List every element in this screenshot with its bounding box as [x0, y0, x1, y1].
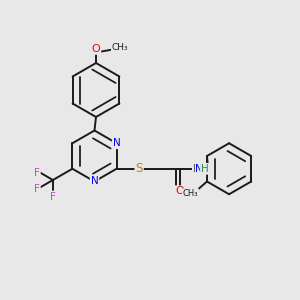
Text: F: F: [34, 184, 40, 194]
Text: H: H: [201, 164, 208, 174]
Text: O: O: [92, 44, 100, 54]
Text: O: O: [175, 186, 184, 196]
Text: N: N: [195, 164, 203, 174]
Text: S: S: [135, 162, 143, 175]
Text: N: N: [91, 176, 98, 187]
Text: F: F: [50, 191, 56, 202]
Text: NH: NH: [193, 164, 208, 174]
Text: CH₃: CH₃: [183, 189, 198, 198]
Text: N: N: [113, 138, 121, 148]
Text: CH₃: CH₃: [112, 44, 128, 52]
Text: F: F: [34, 167, 40, 178]
